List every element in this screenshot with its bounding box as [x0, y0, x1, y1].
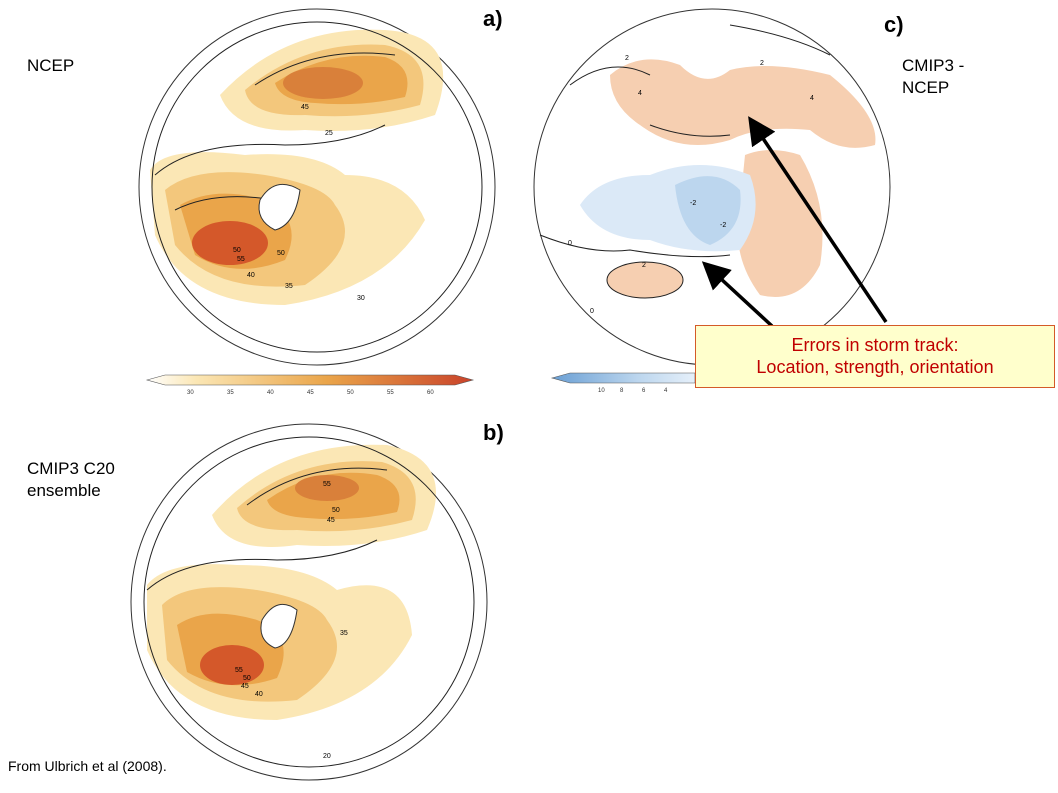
contour-label: 40	[247, 272, 255, 279]
colorbar-c-tick: 6	[642, 388, 646, 394]
contour-label: 55	[323, 481, 331, 488]
contour-label: 0	[568, 240, 572, 247]
cmip3-c20-line2: ensemble	[27, 481, 101, 500]
colorbar-a-tick: 30	[187, 390, 194, 396]
contour-label: 50	[243, 675, 251, 682]
contour-label: 20	[323, 753, 331, 760]
contour-label: 40	[255, 691, 263, 698]
contour-label: 50	[277, 250, 285, 257]
panel-c-letter: c)	[884, 12, 904, 37]
contour-label: 50	[233, 247, 241, 254]
source-citation: From Ulbrich et al (2008).	[8, 758, 167, 774]
contour-label: 2	[625, 55, 629, 62]
panel-b-letter: b)	[483, 420, 504, 445]
contour-label: 45	[301, 104, 309, 111]
contour-label: 35	[285, 283, 293, 290]
colorbar-a: 30 35 40 45 50 55 60	[145, 374, 475, 396]
map-panel-a: 45 50 55 50 35 40 30 25	[138, 8, 496, 366]
colorbar-c-tick: 4	[664, 388, 668, 394]
map-panel-c: 2 4 2 0 -2 0 2 4 -2	[533, 8, 891, 366]
colorbar-c-tick: 8	[620, 388, 624, 394]
colorbar-a-tick: 35	[227, 390, 234, 396]
colorbar-a-tick: 40	[267, 390, 274, 396]
cmip3-c20-line1: CMIP3 C20	[27, 459, 115, 478]
cmip3-c20-label: CMIP3 C20 ensemble	[27, 458, 115, 502]
contour-label: 45	[327, 517, 335, 524]
callout-line2: Location, strength, orientation	[756, 357, 994, 377]
contour-label: 50	[332, 507, 340, 514]
colorbar-c-tick: 10	[598, 388, 605, 394]
contour-label: 4	[638, 90, 642, 97]
cmip3-minus-ncep-label: CMIP3 - NCEP	[902, 55, 964, 99]
contour-label: 2	[642, 262, 646, 269]
contour-label: 30	[357, 295, 365, 302]
contour-label: 55	[237, 256, 245, 263]
contour-label: 55	[235, 667, 243, 674]
map-panel-b: 55 50 45 35 55 50 45 40 20	[130, 423, 488, 781]
colorbar-a-tick: 50	[347, 390, 354, 396]
panel-a-letter: a)	[483, 6, 503, 31]
arrow-to-atlantic	[701, 261, 774, 328]
colorbar-a-tick: 60	[427, 390, 434, 396]
arrow-to-pacific	[748, 116, 888, 323]
contour-label: 4	[810, 95, 814, 102]
contour-label: 45	[241, 683, 249, 690]
colorbar-c: 10 8 6 4	[550, 372, 695, 394]
contour-label: -2	[720, 222, 726, 229]
cmip3-minus-ncep-line1: CMIP3 -	[902, 56, 965, 75]
contour-label: 25	[325, 130, 333, 137]
callout-line1: Errors in storm track:	[791, 335, 959, 355]
ncep-label: NCEP	[27, 56, 75, 75]
colorbar-a-tick: 45	[307, 390, 314, 396]
storm-track-error-callout: Errors in storm track: Location, strengt…	[695, 325, 1055, 388]
contour-label: -2	[690, 200, 696, 207]
cmip3-minus-ncep-line2: NCEP	[902, 78, 950, 97]
contour-label: 35	[340, 630, 348, 637]
contour-label: 0	[590, 308, 594, 315]
colorbar-a-tick: 55	[387, 390, 394, 396]
contour-label: 2	[760, 60, 764, 67]
